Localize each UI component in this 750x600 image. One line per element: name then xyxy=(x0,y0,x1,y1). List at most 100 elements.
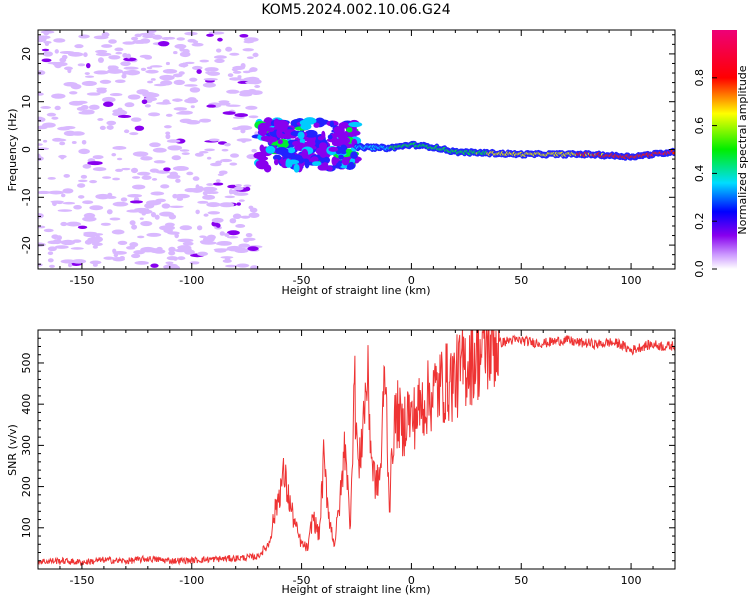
noise-blob xyxy=(174,44,187,49)
noise-blob xyxy=(177,245,192,250)
x-tick-label: -100 xyxy=(179,574,204,587)
noise-blob xyxy=(51,93,66,99)
noise-blob xyxy=(132,151,149,157)
cluster-blob xyxy=(303,117,317,125)
noise-blob xyxy=(163,82,172,85)
noise-blob xyxy=(77,183,86,188)
noise-blob xyxy=(145,69,159,74)
noise-blob xyxy=(240,215,251,219)
noise-blob xyxy=(217,173,225,177)
x-tick-label: -50 xyxy=(293,274,311,287)
noise-blob xyxy=(184,187,198,193)
heatmap-y-ticks: -20 -10 0 10 20 xyxy=(20,34,675,265)
noise-blob xyxy=(106,125,114,130)
x-tick-label: 100 xyxy=(621,574,642,587)
y-tick-label: 500 xyxy=(20,352,33,373)
cluster-blob xyxy=(338,136,351,145)
noise-blob xyxy=(160,184,170,189)
noise-blob xyxy=(235,223,246,228)
noise-blob xyxy=(189,77,198,82)
carrier-core xyxy=(672,151,675,155)
noise-blob xyxy=(130,117,142,122)
noise-blob xyxy=(56,138,67,142)
noise-blob xyxy=(191,65,203,71)
noise-blob xyxy=(220,256,234,259)
noise-blob xyxy=(134,33,142,38)
noise-blob xyxy=(99,125,106,131)
noise-blob xyxy=(219,231,225,236)
noise-blob xyxy=(95,49,108,54)
noise-blob xyxy=(242,48,254,52)
noise-blob xyxy=(182,241,194,246)
cluster-blob xyxy=(258,126,268,137)
noise-blob xyxy=(121,167,131,171)
noise-blob xyxy=(203,213,209,217)
noise-blob xyxy=(227,73,234,78)
noise-blob xyxy=(146,66,153,70)
noise-blob xyxy=(59,57,67,63)
noise-blob xyxy=(81,139,87,145)
noise-blob xyxy=(38,155,44,161)
noise-blob xyxy=(122,41,136,45)
noise-blob xyxy=(71,141,77,144)
noise-blob xyxy=(60,155,65,160)
noise-blob xyxy=(192,40,199,44)
noise-blob xyxy=(172,98,183,102)
noise-blob xyxy=(176,197,184,201)
noise-blob xyxy=(115,168,123,172)
noise-blob xyxy=(213,55,227,59)
cluster-blob xyxy=(268,136,273,145)
noise-blob xyxy=(215,179,221,183)
noise-blob xyxy=(60,259,76,264)
noise-blob xyxy=(141,175,152,180)
noise-blob xyxy=(165,261,174,265)
noise-blob xyxy=(77,225,88,229)
noise-blob xyxy=(199,150,209,154)
cluster-blob xyxy=(317,136,324,141)
noise-blob xyxy=(177,256,186,261)
cluster-blob xyxy=(277,139,283,145)
cluster-blob xyxy=(304,129,318,138)
noise-blob xyxy=(184,31,198,36)
noise-blob xyxy=(232,70,242,74)
noise-blob xyxy=(131,176,141,179)
noise-blob xyxy=(127,94,141,100)
noise-blob xyxy=(134,125,145,131)
x-tick-label: 100 xyxy=(621,274,642,287)
noise-blob xyxy=(92,245,98,249)
noise-blob xyxy=(168,250,176,256)
noise-blob xyxy=(162,68,178,74)
noise-blob xyxy=(207,211,221,215)
noise-blob xyxy=(225,264,238,268)
noise-blob xyxy=(144,55,153,60)
noise-blob xyxy=(89,179,98,184)
noise-blob xyxy=(97,118,104,121)
noise-blob xyxy=(102,176,112,179)
noise-blob xyxy=(202,82,216,88)
noise-blob xyxy=(153,160,166,164)
noise-blob xyxy=(147,80,154,84)
cluster-blob xyxy=(260,135,271,142)
noise-blob xyxy=(159,74,175,81)
noise-blob xyxy=(233,186,244,191)
cluster-blob xyxy=(283,132,292,140)
noise-blob xyxy=(47,251,54,256)
noise-blob xyxy=(112,177,121,181)
noise-blob xyxy=(204,148,215,152)
snr-x-ticks: -150 -100 -50 0 50 100 xyxy=(37,330,676,587)
cluster-blob xyxy=(317,164,328,171)
noise-blob xyxy=(124,102,135,108)
noise-blob xyxy=(173,107,188,111)
noise-blob xyxy=(224,233,230,237)
noise-blob xyxy=(131,36,139,41)
x-tick-label: 0 xyxy=(408,574,415,587)
cluster-blob xyxy=(267,127,275,132)
cluster-blob xyxy=(346,126,353,133)
noise-blob xyxy=(54,245,69,249)
noise-blob xyxy=(159,211,174,217)
noise-blob xyxy=(114,79,126,84)
noise-blob xyxy=(165,131,171,135)
cluster-blob xyxy=(300,122,312,131)
noise-blob xyxy=(144,104,151,108)
noise-blob xyxy=(96,87,108,90)
